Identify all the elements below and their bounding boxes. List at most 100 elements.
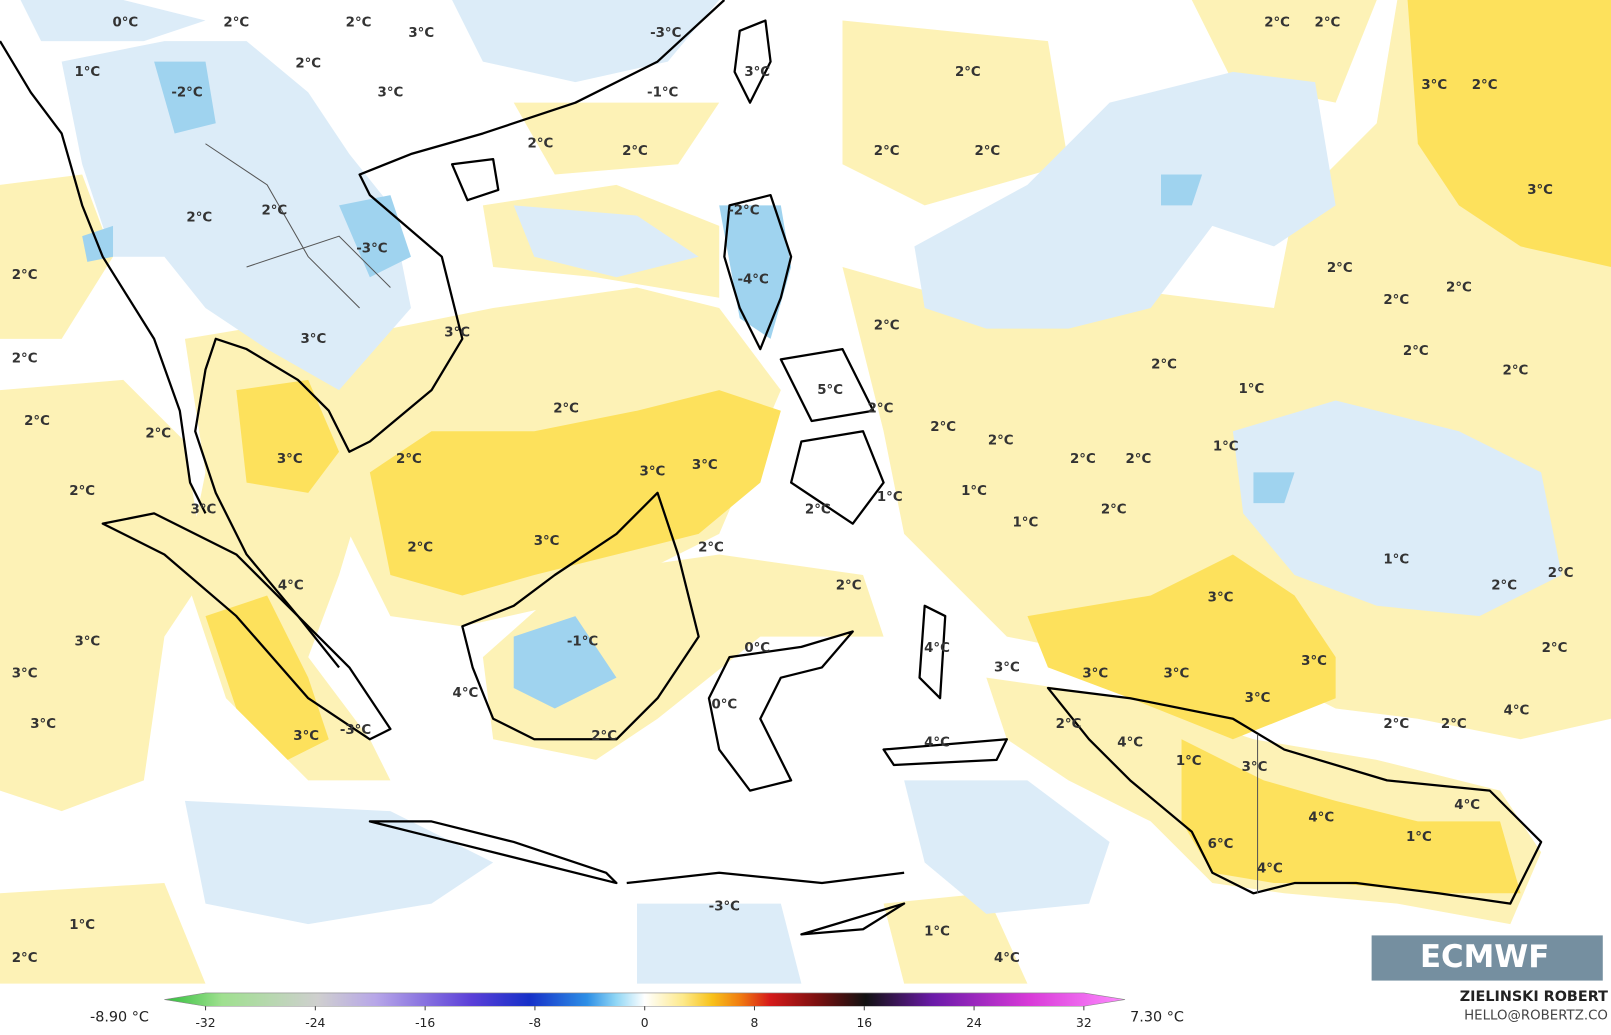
contour-label: 3°C <box>994 660 1020 675</box>
contour-label: 2°C <box>1491 578 1517 593</box>
contour-label: -2°C <box>171 85 202 100</box>
contour-label: -3°C <box>356 241 387 256</box>
contour-label: 6°C <box>1208 837 1234 852</box>
contour-label: 3°C <box>534 534 560 549</box>
contour-label: 1°C <box>924 924 950 939</box>
contour-label: 4°C <box>1504 704 1530 719</box>
colorbar: -8.90 °C 7.30 °C ZIELINSKI ROBERT HELLO@… <box>90 989 1608 1030</box>
contour-label: 3°C <box>1245 691 1271 706</box>
contour-label: 2°C <box>930 420 956 435</box>
contour-label: 2°C <box>346 16 372 31</box>
contour-label: 0°C <box>711 697 737 712</box>
contour-label: 3°C <box>277 452 303 467</box>
contour-label: 4°C <box>1454 798 1480 813</box>
contour-label: 2°C <box>1126 452 1152 467</box>
coastlines <box>0 0 1543 936</box>
contour-label: 2°C <box>1542 641 1568 656</box>
contour-label: 2°C <box>396 452 422 467</box>
contour-label: 4°C <box>924 641 950 656</box>
colorbar-tick-label: -32 <box>195 1016 215 1030</box>
colorbar-max: 7.30 °C <box>1130 1010 1184 1026</box>
colorbar-tick-label: 24 <box>966 1016 982 1030</box>
contour-label: 2°C <box>145 426 171 441</box>
contour-label: 2°C <box>988 433 1014 448</box>
contour-label: 1°C <box>961 484 987 499</box>
contour-label: 2°C <box>1056 717 1082 732</box>
contour-label: 1°C <box>1406 830 1432 845</box>
colorbar-min: -8.90 °C <box>90 1010 149 1026</box>
contour-label: 2°C <box>1383 293 1409 308</box>
contour-label: 2°C <box>1548 566 1574 581</box>
contour-labels: 0°C 2°C 2°C 3°C 2°C 1°C -2°C 3°C -3°C -1°C 3°C 2°C 2… <box>12 16 1574 966</box>
contour-label: -2°C <box>728 203 759 218</box>
map-field: 0°C 2°C 2°C 3°C 2°C 1°C -2°C 3°C -3°C -1°C 3°C 2°C 2… <box>0 0 1611 984</box>
contour-label: 2°C <box>836 578 862 593</box>
contour-label: 2°C <box>295 57 321 72</box>
contour-label: 2°C <box>553 402 579 417</box>
contour-label: 1°C <box>877 490 903 505</box>
contour-label: 1°C <box>74 65 100 80</box>
contour-label: 3°C <box>1208 591 1234 606</box>
strong-warm-area <box>205 0 1611 894</box>
contour-label: 2°C <box>974 144 1000 159</box>
contour-label: 2°C <box>1441 717 1467 732</box>
contour-label: 2°C <box>69 484 95 499</box>
contour-label: 1°C <box>1213 440 1239 455</box>
contour-label: 2°C <box>591 729 617 744</box>
contour-label: -1°C <box>567 635 598 650</box>
contour-label: 3°C <box>1242 760 1268 775</box>
contour-label: 2°C <box>622 144 648 159</box>
contour-label: 3°C <box>378 85 404 100</box>
contour-label: 2°C <box>1327 261 1353 276</box>
logo-box: ECMWF <box>1371 935 1603 981</box>
contour-label: 2°C <box>223 16 249 31</box>
contour-label: 2°C <box>1101 502 1127 517</box>
contour-label: 2°C <box>1070 452 1096 467</box>
contour-label: 2°C <box>1151 358 1177 373</box>
colorbar-tick-label: 16 <box>856 1016 872 1030</box>
contour-label: 2°C <box>1315 16 1341 31</box>
logo-text: ECMWF <box>1420 939 1549 975</box>
contour-label: 2°C <box>1264 16 1290 31</box>
contour-label: 3°C <box>1421 78 1447 93</box>
contour-label: 3°C <box>408 26 434 41</box>
contour-label: 4°C <box>924 735 950 750</box>
contour-label: 2°C <box>874 144 900 159</box>
contour-label: 3°C <box>692 458 718 473</box>
contour-label: 0°C <box>112 16 138 31</box>
contour-label: -4°C <box>737 272 768 287</box>
contour-label: 4°C <box>453 686 479 701</box>
contour-label: 1°C <box>1176 754 1202 769</box>
contour-label: 3°C <box>191 502 217 517</box>
email: HELLO@ROBERTZ.CO <box>1464 1009 1608 1024</box>
contour-label: 3°C <box>1164 667 1190 682</box>
colorbar-tick-label: -8 <box>529 1016 541 1030</box>
contour-label: 0°C <box>744 641 770 656</box>
contour-label: 2°C <box>528 137 554 152</box>
contour-label: -1°C <box>647 85 678 100</box>
contour-label: 2°C <box>805 502 831 517</box>
colorbar-tick-label: 8 <box>751 1016 759 1030</box>
colorbar-tick-label: -16 <box>415 1016 435 1030</box>
contour-label: 2°C <box>1403 344 1429 359</box>
contour-label: 2°C <box>261 203 287 218</box>
author: ZIELINSKI ROBERT <box>1460 989 1608 1005</box>
contour-label: 1°C <box>1239 382 1265 397</box>
contour-label: 2°C <box>698 540 724 555</box>
contour-label: 3°C <box>444 326 470 341</box>
contour-label: 2°C <box>12 951 38 966</box>
contour-label: 3°C <box>640 464 666 479</box>
contour-label: 2°C <box>12 351 38 366</box>
contour-label: 3°C <box>1301 654 1327 669</box>
contour-label: 2°C <box>874 318 900 333</box>
contour-label: -3°C <box>709 900 740 915</box>
contour-label: 2°C <box>868 402 894 417</box>
contour-label: -3°C <box>340 723 371 738</box>
contour-label: 3°C <box>300 332 326 347</box>
contour-label: 3°C <box>293 729 319 744</box>
contour-label: 1°C <box>1383 553 1409 568</box>
colorbar-tick-label: -24 <box>305 1016 325 1030</box>
contour-label: 2°C <box>12 268 38 283</box>
contour-label: 2°C <box>186 211 212 226</box>
